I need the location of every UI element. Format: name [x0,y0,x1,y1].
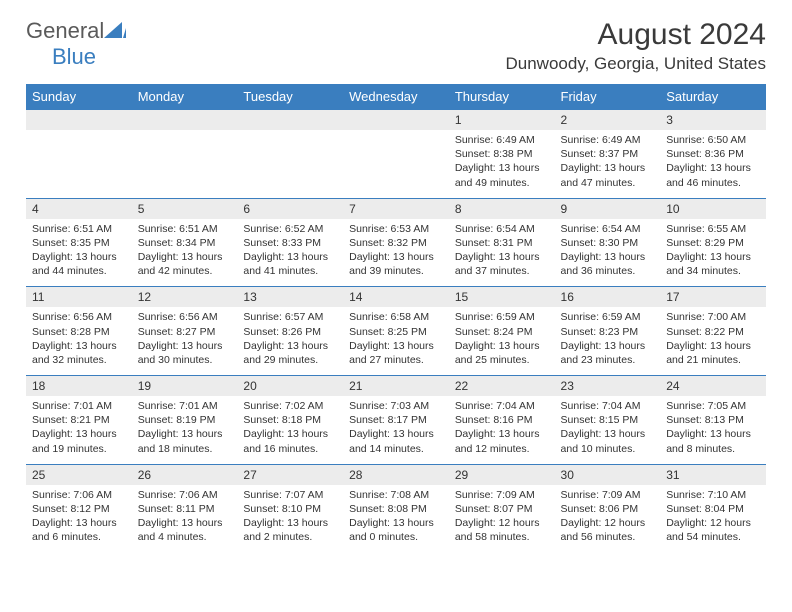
day-number [237,110,343,131]
day-detail-cell: Sunrise: 6:51 AMSunset: 8:34 PMDaylight:… [132,219,238,287]
day-header: Wednesday [343,84,449,110]
day-number: 17 [660,287,766,308]
day-header: Sunday [26,84,132,110]
day-detail-cell: Sunrise: 7:07 AMSunset: 8:10 PMDaylight:… [237,485,343,553]
day-number: 4 [26,198,132,219]
location-text: Dunwoody, Georgia, United States [506,54,767,74]
day-detail-cell: Sunrise: 6:51 AMSunset: 8:35 PMDaylight:… [26,219,132,287]
day-number: 7 [343,198,449,219]
day-detail-cell: Sunrise: 6:56 AMSunset: 8:28 PMDaylight:… [26,307,132,375]
day-detail-cell: Sunrise: 7:08 AMSunset: 8:08 PMDaylight:… [343,485,449,553]
day-number: 21 [343,376,449,397]
day-detail-cell: Sunrise: 7:04 AMSunset: 8:16 PMDaylight:… [449,396,555,464]
day-number-row: 123 [26,110,766,131]
day-number: 20 [237,376,343,397]
month-title: August 2024 [506,18,767,52]
day-number: 25 [26,464,132,485]
day-number: 2 [555,110,661,131]
day-header: Friday [555,84,661,110]
calendar-table: SundayMondayTuesdayWednesdayThursdayFrid… [26,84,766,552]
day-number: 26 [132,464,238,485]
title-block: August 2024 Dunwoody, Georgia, United St… [506,18,767,74]
day-number: 11 [26,287,132,308]
day-detail-row: Sunrise: 7:06 AMSunset: 8:12 PMDaylight:… [26,485,766,553]
day-detail-cell: Sunrise: 6:56 AMSunset: 8:27 PMDaylight:… [132,307,238,375]
day-number: 1 [449,110,555,131]
day-number: 8 [449,198,555,219]
day-detail-cell: Sunrise: 6:52 AMSunset: 8:33 PMDaylight:… [237,219,343,287]
day-detail-cell [132,130,238,198]
day-number: 27 [237,464,343,485]
day-detail-cell [343,130,449,198]
logo-text-blue: Blue [26,44,96,69]
day-detail-cell: Sunrise: 7:09 AMSunset: 8:07 PMDaylight:… [449,485,555,553]
day-number: 12 [132,287,238,308]
day-detail-cell: Sunrise: 6:59 AMSunset: 8:24 PMDaylight:… [449,307,555,375]
day-number-row: 11121314151617 [26,287,766,308]
day-number: 6 [237,198,343,219]
day-number-row: 18192021222324 [26,376,766,397]
day-number: 28 [343,464,449,485]
day-number: 24 [660,376,766,397]
day-number: 3 [660,110,766,131]
day-detail-row: Sunrise: 6:51 AMSunset: 8:35 PMDaylight:… [26,219,766,287]
calendar-body: 123Sunrise: 6:49 AMSunset: 8:38 PMDaylig… [26,110,766,553]
day-header: Tuesday [237,84,343,110]
day-detail-cell: Sunrise: 6:59 AMSunset: 8:23 PMDaylight:… [555,307,661,375]
day-detail-cell: Sunrise: 7:01 AMSunset: 8:19 PMDaylight:… [132,396,238,464]
day-detail-cell: Sunrise: 6:49 AMSunset: 8:37 PMDaylight:… [555,130,661,198]
day-detail-cell: Sunrise: 7:03 AMSunset: 8:17 PMDaylight:… [343,396,449,464]
day-detail-row: Sunrise: 7:01 AMSunset: 8:21 PMDaylight:… [26,396,766,464]
day-number [343,110,449,131]
day-detail-cell: Sunrise: 7:02 AMSunset: 8:18 PMDaylight:… [237,396,343,464]
day-number: 15 [449,287,555,308]
day-header: Thursday [449,84,555,110]
logo: General Blue [26,18,126,70]
day-number [26,110,132,131]
day-number: 30 [555,464,661,485]
day-detail-cell: Sunrise: 7:01 AMSunset: 8:21 PMDaylight:… [26,396,132,464]
day-detail-cell: Sunrise: 6:55 AMSunset: 8:29 PMDaylight:… [660,219,766,287]
day-number: 10 [660,198,766,219]
day-detail-cell: Sunrise: 6:49 AMSunset: 8:38 PMDaylight:… [449,130,555,198]
logo-text-general: General [26,18,104,43]
day-detail-cell [237,130,343,198]
day-number-row: 45678910 [26,198,766,219]
logo-text-block: General Blue [26,18,126,70]
day-detail-cell: Sunrise: 6:57 AMSunset: 8:26 PMDaylight:… [237,307,343,375]
day-detail-cell: Sunrise: 6:53 AMSunset: 8:32 PMDaylight:… [343,219,449,287]
day-number [132,110,238,131]
day-number: 29 [449,464,555,485]
day-number: 16 [555,287,661,308]
day-header-row: SundayMondayTuesdayWednesdayThursdayFrid… [26,84,766,110]
day-detail-cell: Sunrise: 6:54 AMSunset: 8:30 PMDaylight:… [555,219,661,287]
day-number: 23 [555,376,661,397]
day-detail-cell [26,130,132,198]
day-number: 14 [343,287,449,308]
day-number: 19 [132,376,238,397]
day-detail-cell: Sunrise: 7:06 AMSunset: 8:12 PMDaylight:… [26,485,132,553]
day-number: 31 [660,464,766,485]
day-detail-row: Sunrise: 6:49 AMSunset: 8:38 PMDaylight:… [26,130,766,198]
day-detail-cell: Sunrise: 7:00 AMSunset: 8:22 PMDaylight:… [660,307,766,375]
day-detail-cell: Sunrise: 6:58 AMSunset: 8:25 PMDaylight:… [343,307,449,375]
page-header: General Blue August 2024 Dunwoody, Georg… [26,18,766,74]
day-detail-cell: Sunrise: 7:06 AMSunset: 8:11 PMDaylight:… [132,485,238,553]
day-detail-row: Sunrise: 6:56 AMSunset: 8:28 PMDaylight:… [26,307,766,375]
day-detail-cell: Sunrise: 7:04 AMSunset: 8:15 PMDaylight:… [555,396,661,464]
day-detail-cell: Sunrise: 7:09 AMSunset: 8:06 PMDaylight:… [555,485,661,553]
day-detail-cell: Sunrise: 7:05 AMSunset: 8:13 PMDaylight:… [660,396,766,464]
day-number: 18 [26,376,132,397]
day-number: 22 [449,376,555,397]
day-detail-cell: Sunrise: 6:50 AMSunset: 8:36 PMDaylight:… [660,130,766,198]
day-number: 13 [237,287,343,308]
day-number: 9 [555,198,661,219]
day-number: 5 [132,198,238,219]
logo-sail-icon [104,22,126,43]
day-header: Saturday [660,84,766,110]
day-header: Monday [132,84,238,110]
day-number-row: 25262728293031 [26,464,766,485]
day-detail-cell: Sunrise: 6:54 AMSunset: 8:31 PMDaylight:… [449,219,555,287]
day-detail-cell: Sunrise: 7:10 AMSunset: 8:04 PMDaylight:… [660,485,766,553]
